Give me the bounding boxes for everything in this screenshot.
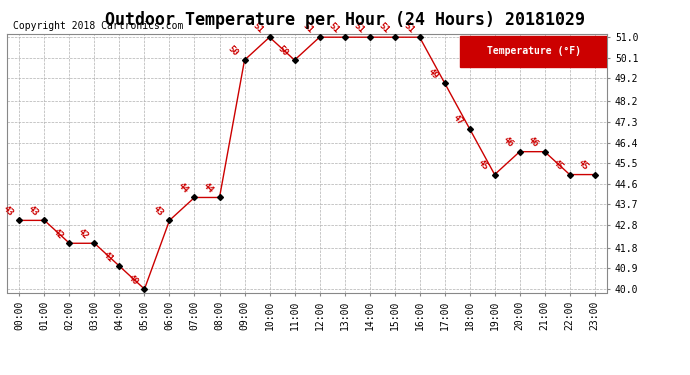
Text: 51: 51 [326,21,340,35]
Text: 51: 51 [302,21,315,35]
Text: 45: 45 [577,159,591,172]
Text: 46: 46 [502,135,515,150]
Text: 43: 43 [151,204,166,218]
Text: 43: 43 [1,204,15,218]
Text: 41: 41 [101,250,115,264]
Text: 43: 43 [26,204,40,218]
Text: 44: 44 [177,182,190,195]
Text: 50: 50 [277,44,290,58]
Text: 44: 44 [201,182,215,195]
FancyBboxPatch shape [460,36,607,68]
Text: 40: 40 [126,273,140,287]
Text: 51: 51 [251,21,266,35]
Text: 47: 47 [451,112,466,127]
Text: Outdoor Temperature per Hour (24 Hours) 20181029: Outdoor Temperature per Hour (24 Hours) … [105,11,585,29]
Text: 46: 46 [526,135,540,150]
Text: Copyright 2018 Cartronics.com: Copyright 2018 Cartronics.com [13,21,184,31]
Text: 50: 50 [226,44,240,58]
Text: 51: 51 [402,21,415,35]
Text: 51: 51 [351,21,366,35]
Text: Temperature (°F): Temperature (°F) [487,46,581,56]
Text: 42: 42 [77,227,90,241]
Text: 49: 49 [426,67,440,81]
Text: 42: 42 [51,227,66,241]
Text: 45: 45 [477,159,491,172]
Text: 45: 45 [551,159,566,172]
Text: 51: 51 [377,21,391,35]
